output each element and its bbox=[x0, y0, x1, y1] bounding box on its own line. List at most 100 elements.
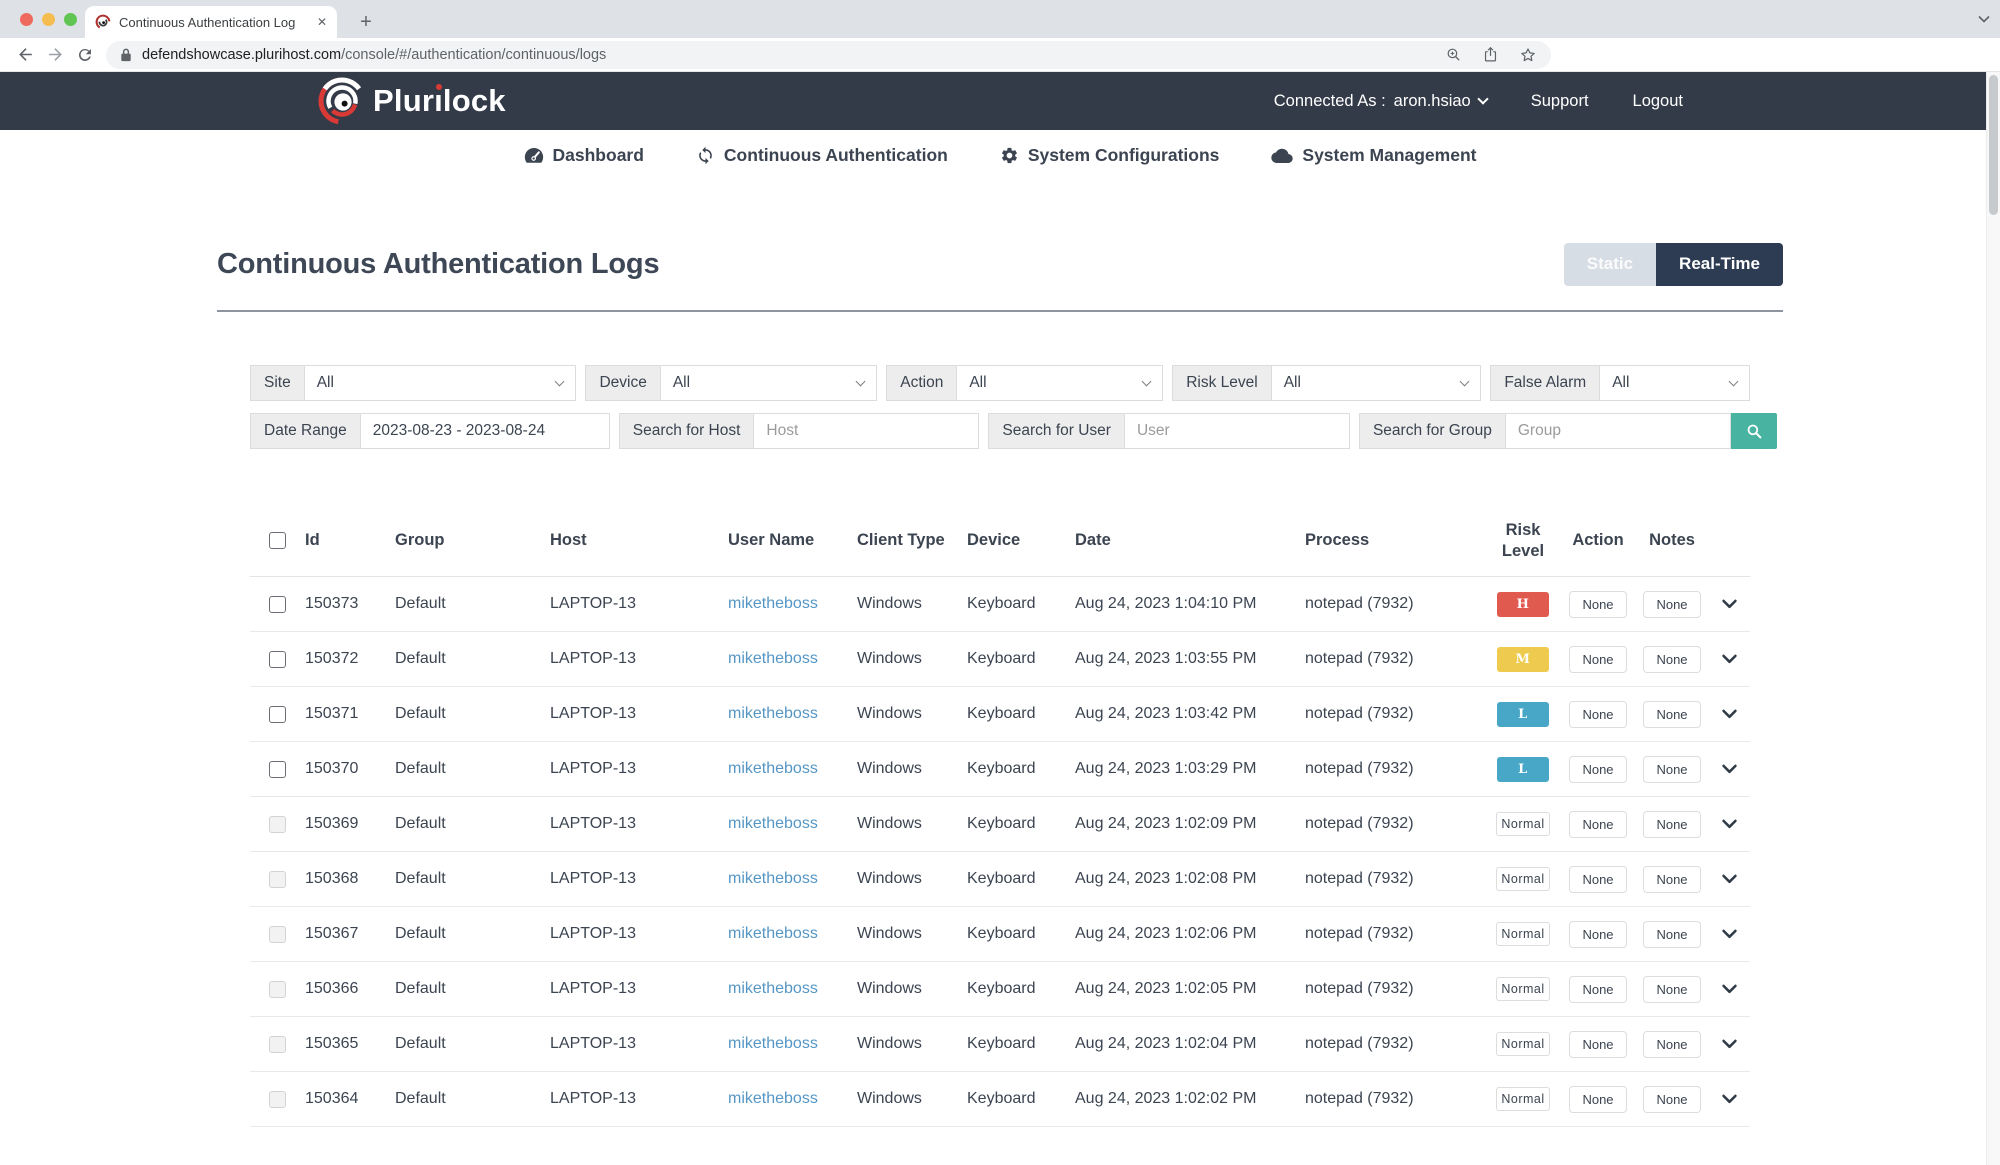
notes-button[interactable]: None bbox=[1643, 1030, 1701, 1058]
tabstrip-caret-icon[interactable] bbox=[1978, 10, 1990, 28]
static-button[interactable]: Static bbox=[1563, 242, 1657, 286]
logout-link[interactable]: Logout bbox=[1632, 91, 1683, 110]
bookmark-star-icon[interactable] bbox=[1519, 46, 1537, 64]
window-maximize-button[interactable] bbox=[64, 13, 77, 26]
host-search-input[interactable] bbox=[753, 413, 980, 449]
cell-date: Aug 24, 2023 1:02:06 PM bbox=[1075, 925, 1257, 942]
expand-chevron-icon[interactable] bbox=[1721, 1092, 1738, 1106]
device-filter-select[interactable]: All bbox=[659, 365, 878, 401]
action-button[interactable]: None bbox=[1569, 810, 1627, 838]
action-button[interactable]: None bbox=[1569, 1030, 1627, 1058]
cell-device: Keyboard bbox=[967, 1035, 1036, 1052]
expand-chevron-icon[interactable] bbox=[1721, 652, 1738, 666]
date-range-input[interactable] bbox=[359, 413, 610, 449]
cell-date: Aug 24, 2023 1:03:29 PM bbox=[1075, 760, 1257, 777]
expand-chevron-icon[interactable] bbox=[1721, 707, 1738, 721]
notes-button[interactable]: None bbox=[1643, 810, 1701, 838]
action-button[interactable]: None bbox=[1569, 1085, 1627, 1113]
cell-user-link[interactable]: miketheboss bbox=[728, 980, 818, 997]
notes-button[interactable]: None bbox=[1643, 865, 1701, 893]
cell-user-link[interactable]: miketheboss bbox=[728, 1035, 818, 1052]
nav-label: System Configurations bbox=[1027, 144, 1220, 165]
notes-button[interactable]: None bbox=[1643, 590, 1701, 618]
notes-button[interactable]: None bbox=[1643, 700, 1701, 728]
nav-item-system-management[interactable]: System Management bbox=[1271, 145, 1476, 166]
gear-icon bbox=[1001, 147, 1017, 163]
action-button[interactable]: None bbox=[1569, 865, 1627, 893]
nav-item-continuous-authentication[interactable]: Continuous Authentication bbox=[696, 145, 948, 166]
cell-client-type: Windows bbox=[857, 1035, 922, 1052]
cell-id: 150371 bbox=[305, 705, 359, 722]
tab-close-icon[interactable]: ✕ bbox=[316, 15, 327, 29]
page-scrollbar[interactable] bbox=[1986, 72, 2000, 1165]
reload-icon[interactable] bbox=[70, 41, 100, 69]
expand-chevron-icon[interactable] bbox=[1721, 927, 1738, 941]
table-row: 150368 Default LAPTOP-13 miketheboss Win… bbox=[250, 852, 1750, 907]
row-checkbox[interactable] bbox=[269, 650, 286, 668]
window-close-button[interactable] bbox=[20, 13, 33, 26]
user-search-input[interactable] bbox=[1123, 413, 1350, 449]
risk-level-filter-select[interactable]: All bbox=[1270, 365, 1482, 401]
action-button[interactable]: None bbox=[1569, 975, 1627, 1003]
cell-client-type: Windows bbox=[857, 815, 922, 832]
row-checkbox[interactable] bbox=[269, 705, 286, 723]
nav-item-system-configurations[interactable]: System Configurations bbox=[1000, 144, 1220, 166]
share-icon[interactable] bbox=[1482, 46, 1499, 63]
notes-button[interactable]: None bbox=[1643, 920, 1701, 948]
cell-user-link[interactable]: miketheboss bbox=[728, 870, 818, 887]
notes-button[interactable]: None bbox=[1643, 975, 1701, 1003]
search-button[interactable] bbox=[1730, 413, 1777, 449]
expand-chevron-icon[interactable] bbox=[1721, 982, 1738, 996]
col-header-notes: Notes bbox=[1649, 531, 1695, 549]
row-checkbox[interactable] bbox=[269, 595, 286, 613]
cell-group: Default bbox=[395, 925, 446, 942]
cell-host: LAPTOP-13 bbox=[550, 815, 636, 832]
cell-device: Keyboard bbox=[967, 1090, 1036, 1107]
cell-user-link[interactable]: miketheboss bbox=[728, 1090, 818, 1107]
action-button[interactable]: None bbox=[1569, 700, 1627, 728]
expand-chevron-icon[interactable] bbox=[1721, 597, 1738, 611]
notes-button[interactable]: None bbox=[1643, 755, 1701, 783]
cell-user-link[interactable]: miketheboss bbox=[728, 925, 818, 942]
window-minimize-button[interactable] bbox=[42, 13, 55, 26]
forward-icon[interactable] bbox=[40, 41, 70, 69]
expand-chevron-icon[interactable] bbox=[1721, 1037, 1738, 1051]
col-header-user: User Name bbox=[728, 531, 815, 549]
action-button[interactable]: None bbox=[1569, 920, 1627, 948]
url-bar[interactable]: defendshowcase.plurihost.com/console/#/a… bbox=[106, 40, 1551, 69]
action-filter-select[interactable]: All bbox=[956, 365, 1164, 401]
risk-badge: Normal bbox=[1496, 867, 1550, 891]
notes-button[interactable]: None bbox=[1643, 645, 1701, 673]
expand-chevron-icon[interactable] bbox=[1721, 872, 1738, 886]
false-alarm-filter-select[interactable]: All bbox=[1599, 365, 1750, 401]
expand-chevron-icon[interactable] bbox=[1721, 762, 1738, 776]
date-range-label: Date Range bbox=[250, 413, 360, 449]
zoom-icon[interactable] bbox=[1445, 46, 1462, 63]
cell-user-link[interactable]: miketheboss bbox=[728, 650, 818, 667]
cell-user-link[interactable]: miketheboss bbox=[728, 705, 818, 722]
cell-user-link[interactable]: miketheboss bbox=[728, 595, 818, 612]
site-filter-select[interactable]: All bbox=[303, 365, 577, 401]
table-row: 150371 Default LAPTOP-13 miketheboss Win… bbox=[250, 687, 1750, 742]
connected-user-menu[interactable]: Connected As : aron.hsiao bbox=[1274, 92, 1489, 111]
row-checkbox[interactable] bbox=[269, 760, 286, 778]
table-row: 150369 Default LAPTOP-13 miketheboss Win… bbox=[250, 797, 1750, 852]
action-button[interactable]: None bbox=[1569, 645, 1627, 673]
cell-group: Default bbox=[395, 980, 446, 997]
realtime-button[interactable]: Real-Time bbox=[1656, 242, 1783, 286]
notes-button[interactable]: None bbox=[1643, 1085, 1701, 1113]
action-button[interactable]: None bbox=[1569, 755, 1627, 783]
scrollbar-thumb[interactable] bbox=[1989, 75, 1998, 215]
back-icon[interactable] bbox=[10, 41, 40, 69]
group-search-input[interactable] bbox=[1504, 413, 1731, 449]
nav-item-dashboard[interactable]: Dashboard bbox=[524, 145, 644, 166]
expand-chevron-icon[interactable] bbox=[1721, 817, 1738, 831]
cell-user-link[interactable]: miketheboss bbox=[728, 760, 818, 777]
table-row: 150370 Default LAPTOP-13 miketheboss Win… bbox=[250, 742, 1750, 797]
browser-tab[interactable]: Continuous Authentication Log ✕ bbox=[85, 6, 337, 38]
support-link[interactable]: Support bbox=[1530, 91, 1589, 110]
action-button[interactable]: None bbox=[1569, 590, 1627, 618]
cell-user-link[interactable]: miketheboss bbox=[728, 815, 818, 832]
select-all-checkbox[interactable] bbox=[269, 532, 286, 549]
new-tab-button[interactable]: + bbox=[360, 10, 372, 33]
